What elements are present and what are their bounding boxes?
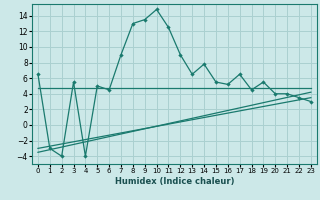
X-axis label: Humidex (Indice chaleur): Humidex (Indice chaleur)	[115, 177, 234, 186]
